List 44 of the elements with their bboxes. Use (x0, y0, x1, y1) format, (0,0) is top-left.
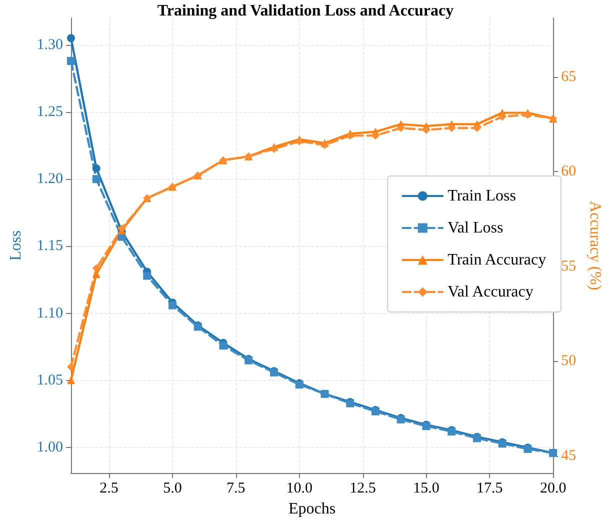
x-tick-label: 17.5 (476, 480, 503, 497)
legend-label: Train Loss (448, 188, 516, 204)
y2-tick-label: 45 (561, 448, 576, 464)
legend-label: Train Accuracy (448, 252, 546, 268)
point (422, 126, 430, 134)
x-tick-label: 15.0 (413, 480, 440, 497)
legend-label: Val Accuracy (448, 284, 534, 300)
y2-tick-label: 60 (561, 164, 576, 180)
point (92, 164, 100, 172)
point (67, 56, 75, 65)
point (67, 362, 75, 371)
y2-axis-title: Accuracy (%) (586, 200, 604, 290)
x-tick-label: 12.5 (350, 480, 376, 497)
x-axis-title: Epochs (288, 500, 336, 518)
y2-tick-label: 55 (561, 258, 576, 274)
y-tick-label: 1.25 (36, 104, 63, 120)
y-tick-label: 1.30 (36, 36, 63, 53)
x-tick-label: 2.5 (100, 480, 118, 497)
x-tick-label: 20.0 (540, 480, 566, 497)
chart-title: Training and Validation Loss and Accuracy (157, 2, 454, 20)
x-tick-label: 10.0 (286, 480, 312, 497)
point (448, 124, 456, 132)
point (92, 264, 100, 272)
y-tick-label: 1.10 (36, 305, 63, 322)
point (143, 272, 152, 280)
point (371, 132, 380, 140)
point (219, 342, 228, 350)
legend-label: Val Loss (448, 220, 504, 236)
y2-tick-label: 50 (561, 353, 576, 370)
y-tick-label: 1.00 (36, 440, 63, 456)
point (67, 34, 75, 42)
y-tick-label: 1.20 (36, 171, 63, 188)
point (67, 376, 75, 384)
y-tick-label: 1.05 (36, 372, 63, 388)
y2-tick-label: 65 (561, 68, 576, 85)
x-tick-label: 7.5 (226, 480, 246, 497)
point (498, 112, 506, 121)
point (396, 124, 405, 132)
y-axis-title: Loss (8, 230, 24, 261)
point (472, 124, 481, 132)
point (168, 301, 176, 310)
point (92, 175, 100, 184)
y-tick-label: 1.15 (36, 238, 63, 254)
x-tick-label: 5.0 (163, 480, 182, 497)
